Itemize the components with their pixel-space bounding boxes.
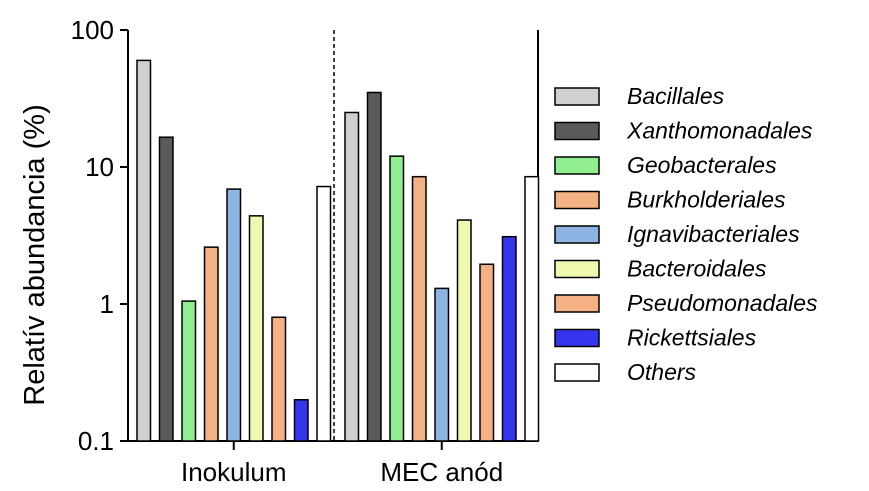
legend: Bacillales Xanthomonadales Geobacterales Bu… — [554, 83, 818, 385]
legend-swatch — [554, 225, 600, 244]
bar-rickettsiales-mec-anod — [501, 235, 517, 442]
legend-label: Xanthomonadales — [626, 118, 813, 144]
x-category-label: MEC anód — [380, 457, 503, 487]
bar-xanthomonadales-mec-anod — [366, 91, 382, 442]
bar-rickettsiales-inokulum — [293, 399, 309, 442]
bar-others-inokulum — [316, 185, 332, 442]
legend-label: Geobacterales — [627, 152, 777, 178]
y-tick-label: 100 — [71, 15, 114, 45]
bar-bacteroidales-mec-anod — [456, 219, 472, 442]
legend-swatch — [554, 87, 600, 106]
plot-area: 0.1 1 10 100 Inokulum MEC anód — [71, 15, 540, 487]
legend-label: Bacteroidales — [627, 256, 767, 282]
legend-label: Bacillales — [627, 83, 725, 109]
bar-xanthomonadales-inokulum — [158, 136, 174, 442]
y-tick-label: 1 — [100, 289, 114, 319]
legend-swatch — [554, 156, 600, 175]
bar-burkholderiales-mec-anod — [411, 175, 427, 442]
legend-label: Others — [627, 359, 697, 385]
bar-pseudomonadales-mec-anod — [479, 263, 495, 442]
legend-swatch — [554, 294, 600, 313]
legend-swatch — [554, 259, 600, 279]
bar-pseudomonadales-inokulum — [271, 316, 287, 442]
y-tick-label: 0.1 — [78, 426, 114, 456]
bar-ignavibacteriales-mec-anod — [434, 287, 450, 442]
bar-bacteroidales-inokulum — [248, 215, 264, 442]
legend-swatch — [554, 363, 600, 382]
y-axis-label: Relatív abundancia (%) — [19, 104, 51, 405]
bar-bacillales-mec-anod — [344, 111, 360, 442]
legend-label: Rickettsiales — [627, 325, 757, 351]
bar-bacillales-inokulum — [136, 59, 152, 442]
legend-swatch — [554, 121, 600, 141]
legend-swatch — [554, 190, 600, 210]
legend-label: Pseudomonadales — [627, 290, 818, 316]
bar-geobacterales-inokulum — [181, 300, 197, 442]
legend-swatch — [554, 328, 600, 348]
legend-label: Ignavibacteriales — [627, 221, 800, 247]
x-category-label: Inokulum — [181, 457, 287, 487]
legend-label: Burkholderiales — [627, 187, 786, 213]
bar-burkholderiales-inokulum — [203, 246, 219, 442]
bar-others-mec-anod — [524, 175, 540, 442]
bar-ignavibacteriales-inokulum — [226, 188, 242, 442]
bar-geobacterales-mec-anod — [389, 155, 405, 442]
y-tick-label: 10 — [85, 152, 114, 182]
